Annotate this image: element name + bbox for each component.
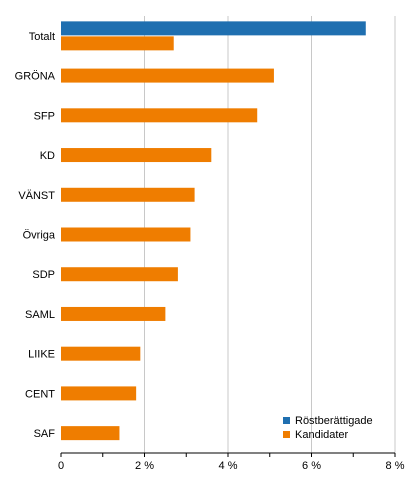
legend-swatch: [283, 431, 290, 438]
x-tick-label: 4 %: [219, 460, 238, 472]
bar-kandidater-sdp: [61, 267, 178, 282]
x-axis-ticks: 0 2 % 4 % 6 % 8 %: [58, 453, 405, 472]
bar-kandidater-cent: [61, 386, 137, 401]
category-label: KD: [40, 150, 55, 162]
x-tick-label: 0: [58, 460, 64, 472]
legend-label: Kandidater: [295, 429, 349, 441]
bar-kandidater-liike: [61, 346, 141, 361]
bar-kandidater-saml: [61, 306, 166, 321]
category-label: CENT: [25, 388, 55, 400]
bar-kandidater-vänst: [61, 187, 195, 202]
legend-swatch: [283, 417, 290, 424]
bar-kandidater-sfp: [61, 108, 258, 123]
x-tick-label: 2 %: [135, 460, 154, 472]
bar-kandidater-gröna: [61, 68, 274, 83]
legend-label: Röstberättigade: [295, 415, 373, 427]
category-label: SDP: [32, 269, 55, 281]
category-label: Totalt: [29, 31, 55, 43]
category-labels: Totalt GRÖNA SFP KD VÄNST Övriga SDP SAML LIIKE C…: [15, 31, 56, 440]
category-label: SAF: [34, 428, 56, 440]
category-label: Övriga: [23, 230, 56, 242]
bar-kandidater-totalt: [61, 36, 174, 51]
x-tick-label: 6 %: [302, 460, 321, 472]
bars: [61, 21, 366, 441]
category-label: GRÖNA: [15, 71, 56, 83]
category-label: SFP: [34, 110, 55, 122]
legend: Röstberättigade Kandidater: [283, 415, 373, 441]
category-label: VÄNST: [18, 190, 55, 202]
x-tick-label: 8 %: [386, 460, 405, 472]
bar-kandidater-kd: [61, 148, 212, 163]
bar-kandidater-övriga: [61, 227, 191, 242]
bar-kandidater-saf: [61, 426, 120, 441]
category-label: LIIKE: [28, 349, 55, 361]
bar-röstberättigade-totalt: [61, 21, 366, 36]
category-label: SAML: [25, 309, 55, 321]
